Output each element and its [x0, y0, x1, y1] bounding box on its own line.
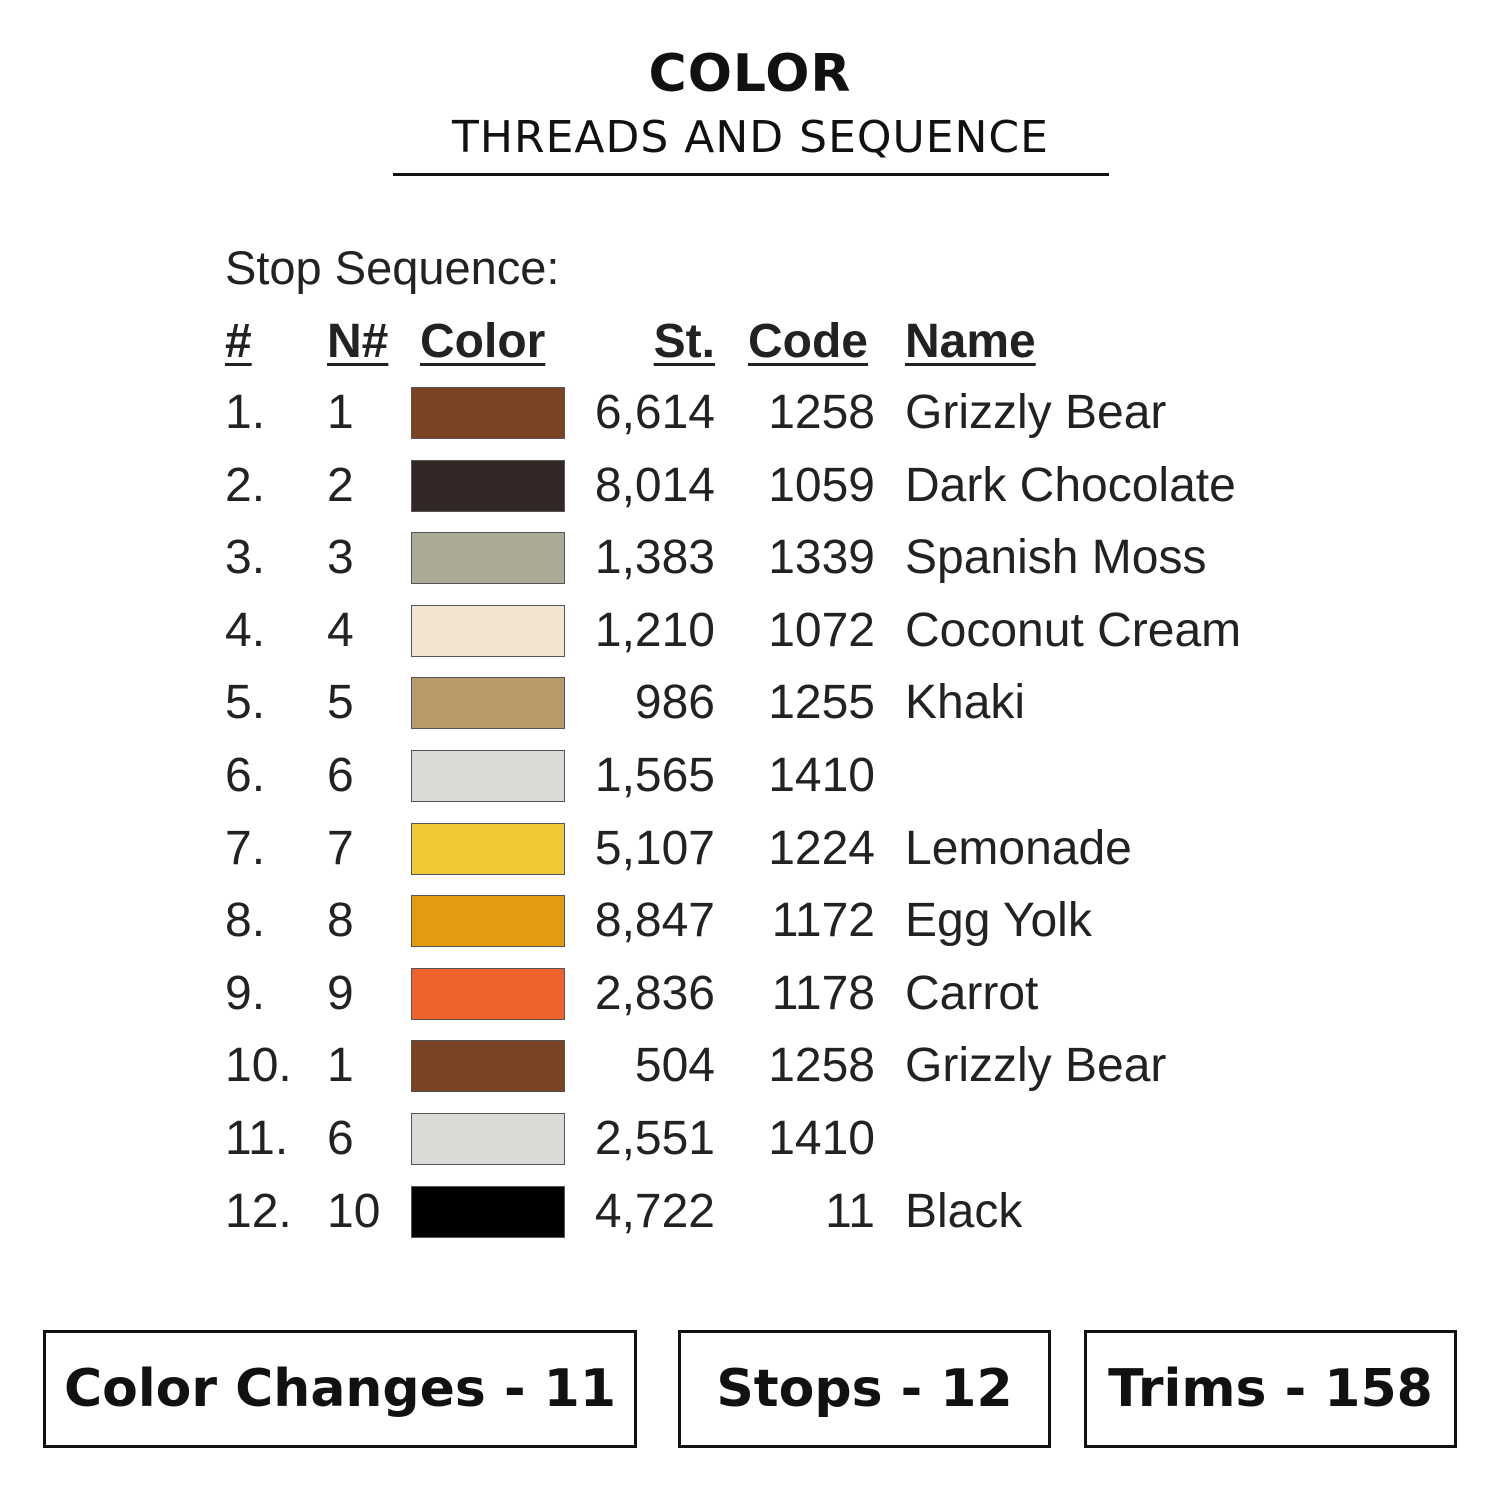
stops-badge: Stops - 12: [678, 1330, 1051, 1448]
color-swatch: [411, 967, 565, 1020]
row-code: 1072: [768, 603, 875, 657]
color-swatch: [411, 822, 565, 875]
row-needle: 10: [327, 1184, 381, 1238]
color-swatch: [411, 387, 565, 439]
row-code: 1224: [768, 821, 875, 875]
header-color: Color: [420, 315, 546, 368]
color-swatch: [411, 1113, 565, 1165]
row-number: 6.: [225, 749, 266, 802]
color-changes-badge: Color Changes - 11: [43, 1330, 637, 1448]
row-stitches: 504: [634, 1039, 715, 1093]
row-needle: 7: [327, 821, 354, 875]
row-name: Carrot: [905, 966, 1039, 1020]
row-needle: 6: [327, 749, 354, 802]
row-code: 1258: [768, 386, 875, 439]
row-code: 1339: [768, 531, 875, 585]
row-needle: 1: [327, 386, 354, 439]
row-number: 12.: [225, 1184, 292, 1238]
row-needle: 1: [327, 1039, 354, 1093]
color-swatch: [411, 895, 565, 948]
row-name: Grizzly Bear: [905, 386, 1167, 439]
row-number: 1.: [225, 386, 266, 439]
row-code: 1059: [768, 458, 875, 512]
row-needle: 9: [327, 966, 354, 1020]
row-number: 7.: [225, 821, 266, 875]
row-number: 3.: [225, 531, 266, 585]
row-name: Black: [905, 1184, 1023, 1238]
stop-sequence-label: Stop Sequence:: [225, 241, 560, 294]
row-name: Spanish Moss: [905, 531, 1207, 585]
row-number: 8.: [225, 894, 266, 948]
row-needle: 2: [327, 458, 354, 512]
row-name: Egg Yolk: [905, 894, 1092, 948]
row-number: 4.: [225, 603, 266, 657]
row-name: Khaki: [905, 676, 1026, 730]
row-code: 1172: [771, 894, 875, 948]
row-number: 2.: [225, 458, 266, 512]
row-needle: 4: [327, 603, 354, 657]
header-name: Name: [905, 315, 1036, 368]
color-swatch: [411, 750, 565, 802]
row-code: 1410: [768, 1112, 875, 1165]
row-needle: 6: [327, 1112, 354, 1165]
row-stitches: 8,014: [594, 458, 715, 512]
row-name: Dark Chocolate: [905, 458, 1236, 512]
header-stitches: St.: [653, 315, 715, 368]
header-num: #: [225, 315, 252, 368]
row-name: Grizzly Bear: [905, 1039, 1167, 1093]
row-stitches: 2,551: [594, 1112, 715, 1165]
header-code: Code: [748, 315, 868, 368]
row-name: Lemonade: [905, 821, 1132, 875]
color-swatch: [411, 459, 565, 512]
row-stitches: 1,210: [594, 603, 715, 657]
row-needle: 3: [327, 531, 354, 585]
row-stitches: 6,614: [594, 386, 715, 439]
row-needle: 5: [327, 676, 354, 730]
color-swatch: [411, 1040, 565, 1093]
title-divider: [393, 173, 1109, 176]
row-stitches: 1,383: [594, 531, 715, 585]
row-number: 9.: [225, 966, 266, 1020]
row-name: Coconut Cream: [905, 603, 1242, 657]
page-title: COLOR: [648, 44, 852, 104]
row-number: 10.: [225, 1039, 292, 1093]
row-stitches: 8,847: [594, 894, 715, 948]
row-stitches: 986: [634, 676, 715, 730]
row-code: 1178: [771, 966, 875, 1020]
row-number: 5.: [225, 676, 266, 730]
row-code: 11: [825, 1184, 875, 1238]
color-swatch: [411, 604, 565, 657]
row-code: 1410: [768, 749, 875, 802]
row-code: 1255: [768, 676, 875, 730]
color-swatch: [411, 677, 565, 730]
row-code: 1258: [768, 1039, 875, 1093]
row-number: 11.: [225, 1112, 289, 1165]
row-stitches: 1,565: [594, 749, 715, 802]
header-needle: N#: [327, 315, 389, 368]
trims-badge: Trims - 158: [1084, 1330, 1457, 1448]
row-stitches: 2,836: [594, 966, 715, 1020]
row-stitches: 5,107: [594, 821, 715, 875]
color-swatch: [411, 1185, 565, 1238]
row-stitches: 4,722: [594, 1184, 715, 1238]
color-swatch: [411, 532, 565, 585]
row-needle: 8: [327, 894, 354, 948]
page-subtitle: THREADS AND SEQUENCE: [452, 112, 1049, 163]
